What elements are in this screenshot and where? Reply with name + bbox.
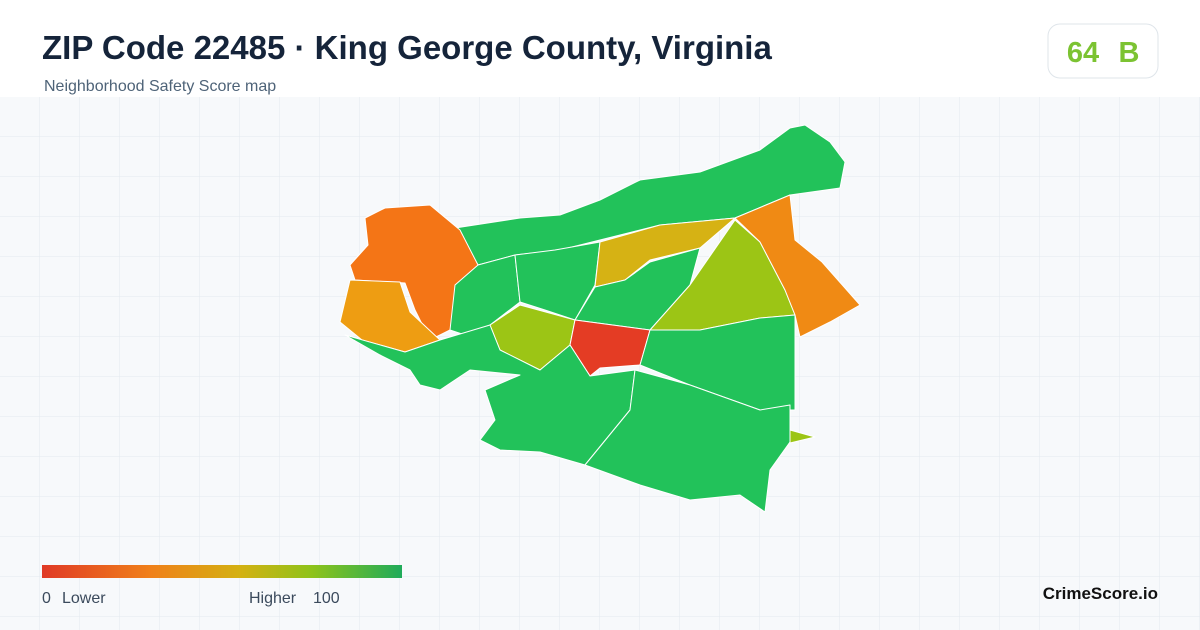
header-band [0, 0, 1200, 97]
region [584, 369, 791, 513]
region [344, 324, 636, 466]
region [789, 429, 816, 444]
legend-max: 100 [313, 590, 340, 607]
legend-max-label: Higher [249, 590, 297, 607]
score-value: 64 [1067, 37, 1099, 69]
score-badge: 64 B [1047, 23, 1159, 79]
score-box [1047, 23, 1159, 79]
region [349, 204, 479, 341]
brand: CrimeScore.io [1043, 584, 1158, 603]
legend-min: 0 [42, 590, 51, 607]
score-grade: B [1119, 37, 1140, 69]
legend: 0 Lower Higher 100 [42, 565, 402, 607]
region [734, 194, 861, 338]
legend-min-label: Lower [62, 590, 106, 607]
region [514, 241, 601, 321]
region [639, 314, 796, 411]
subtitle: Neighborhood Safety Score map [44, 78, 276, 95]
region [449, 254, 521, 336]
legend-gradient [42, 565, 402, 578]
title: ZIP Code 22485 · King George County, Vir… [42, 29, 772, 66]
map [339, 124, 861, 513]
